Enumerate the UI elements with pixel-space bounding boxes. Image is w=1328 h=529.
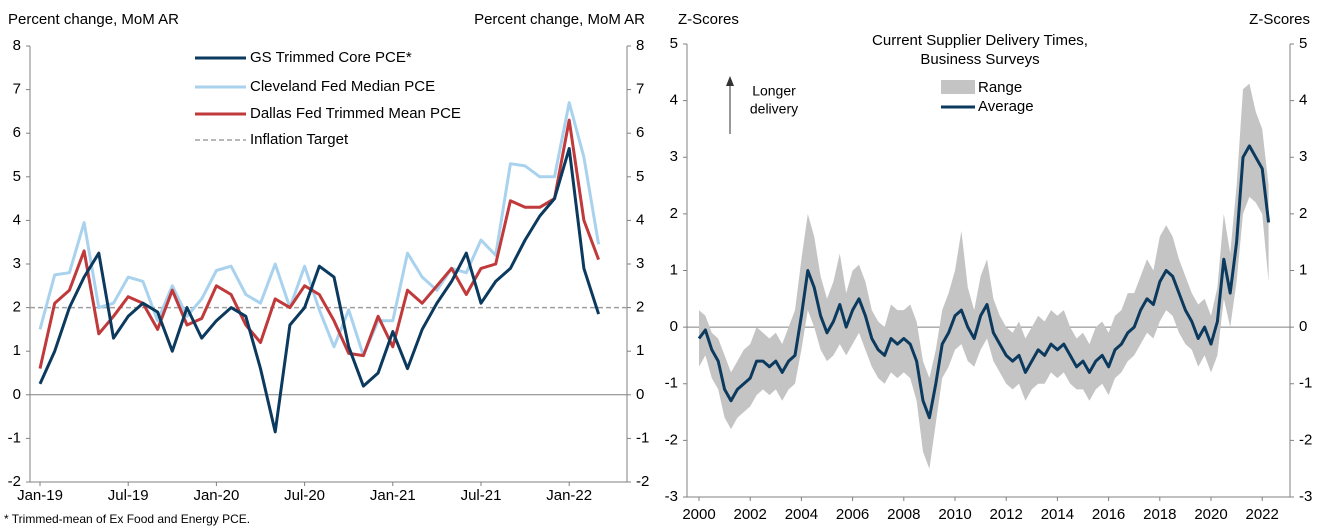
- y-tick-label: -1: [8, 429, 21, 446]
- x-tick-label: 2002: [734, 506, 767, 523]
- legend-label: Cleveland Fed Median PCE: [250, 78, 435, 95]
- y2-tick-label: 4: [1299, 92, 1307, 109]
- y2-tick-label: 8: [636, 37, 644, 54]
- legend-label: Range: [978, 79, 1022, 96]
- x-tick-label: 2000: [682, 506, 715, 523]
- x-tick-label: 2010: [938, 506, 971, 523]
- series-line: [38, 147, 601, 434]
- y-tick-label: 5: [670, 35, 678, 52]
- annotation-arrowhead: [726, 76, 734, 86]
- footnote: * Trimmed-mean of Ex Food and Energy PCE…: [4, 512, 250, 526]
- y2-tick-label: 6: [636, 124, 644, 141]
- y-tick-label: 3: [670, 148, 678, 165]
- y-tick-label: 4: [13, 211, 21, 228]
- y-tick-label: 3: [13, 255, 21, 272]
- y2-tick-label: 7: [636, 81, 644, 98]
- y2-tick-label: 5: [636, 168, 644, 185]
- y2-tick-label: 4: [636, 211, 644, 228]
- x-tick-label: Jan-20: [193, 487, 239, 504]
- x-tick-label: Jan-19: [17, 487, 63, 504]
- x-tick-label: 2004: [785, 506, 818, 523]
- legend-label: Average: [978, 98, 1034, 115]
- y2-tick-label: 3: [636, 255, 644, 272]
- y-tick-label: -3: [665, 488, 678, 505]
- legend-label: Dallas Fed Trimmed Mean PCE: [250, 105, 461, 122]
- y-tick-label: 2: [670, 205, 678, 222]
- y2-tick-label: 1: [636, 342, 644, 359]
- range-area: [699, 83, 1269, 469]
- y2-tick-label: 0: [1299, 318, 1307, 335]
- series-line: [38, 118, 601, 369]
- x-tick-label: 2022: [1246, 506, 1279, 523]
- chart-title: Business Surveys: [920, 51, 1039, 68]
- y-tick-label: 6: [13, 124, 21, 141]
- x-tick-label: 2016: [1092, 506, 1125, 523]
- y-tick-label: -2: [8, 473, 21, 490]
- x-tick-label: 2006: [836, 506, 869, 523]
- y2-tick-label: -2: [636, 473, 649, 490]
- x-tick-label: 2008: [887, 506, 920, 523]
- legend-swatch: [941, 80, 975, 94]
- y2-axis-label: Z-Scores: [1249, 11, 1310, 28]
- y2-tick-label: 2: [636, 299, 644, 316]
- y2-tick-label: 2: [1299, 205, 1307, 222]
- y-axis-label: Z-Scores: [678, 11, 739, 28]
- series-line: [697, 144, 1271, 420]
- series-line: [38, 101, 601, 358]
- y-tick-label: 8: [13, 37, 21, 54]
- y-tick-label: 0: [670, 318, 678, 335]
- y-tick-label: 4: [670, 92, 678, 109]
- legend-label: GS Trimmed Core PCE*: [250, 49, 412, 66]
- y2-tick-label: -1: [1299, 375, 1312, 392]
- x-tick-label: 2012: [990, 506, 1023, 523]
- y-tick-label: 5: [13, 168, 21, 185]
- x-tick-label: Jul-19: [108, 487, 149, 504]
- y2-tick-label: 5: [1299, 35, 1307, 52]
- y2-tick-label: 3: [1299, 148, 1307, 165]
- y2-tick-label: -3: [1299, 488, 1312, 505]
- x-tick-label: Jan-22: [546, 487, 592, 504]
- y-axis-label: Percent change, MoM AR: [8, 11, 179, 28]
- legend-label: Inflation Target: [250, 131, 349, 148]
- x-tick-label: 2014: [1041, 506, 1074, 523]
- y-tick-label: 0: [13, 386, 21, 403]
- x-tick-label: Jul-20: [284, 487, 325, 504]
- y-tick-label: -1: [665, 375, 678, 392]
- x-tick-label: 2018: [1143, 506, 1176, 523]
- x-tick-label: Jan-21: [370, 487, 416, 504]
- annotation: delivery: [750, 101, 798, 117]
- y2-tick-label: 1: [1299, 261, 1307, 278]
- y-tick-label: 7: [13, 81, 21, 98]
- annotation: Longer: [752, 83, 796, 99]
- y2-axis-label: Percent change, MoM AR: [474, 11, 645, 28]
- chart-title: Current Supplier Delivery Times,: [872, 32, 1088, 49]
- y2-tick-label: -1: [636, 429, 649, 446]
- y-tick-label: -2: [665, 431, 678, 448]
- y2-tick-label: 0: [636, 386, 644, 403]
- x-tick-label: Jul-21: [461, 487, 502, 504]
- x-tick-label: 2020: [1194, 506, 1227, 523]
- y-tick-label: 1: [13, 342, 21, 359]
- y-tick-label: 1: [670, 261, 678, 278]
- y2-tick-label: -2: [1299, 431, 1312, 448]
- y-tick-label: 2: [13, 299, 21, 316]
